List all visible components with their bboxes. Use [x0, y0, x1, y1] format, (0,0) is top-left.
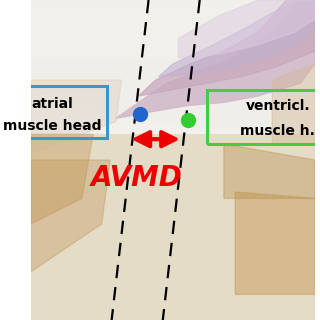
Polygon shape — [158, 0, 315, 77]
Polygon shape — [235, 192, 315, 294]
Polygon shape — [116, 0, 315, 118]
Text: ventricl.: ventricl. — [245, 99, 310, 113]
Polygon shape — [139, 0, 315, 96]
Bar — [31, 0, 315, 58]
Bar — [0, 86, 108, 138]
Polygon shape — [224, 144, 315, 198]
Polygon shape — [31, 134, 93, 224]
Polygon shape — [31, 80, 122, 154]
Polygon shape — [31, 160, 110, 272]
Polygon shape — [31, 0, 315, 128]
Text: muscle head: muscle head — [3, 119, 101, 133]
Text: atrial: atrial — [31, 97, 73, 111]
Bar — [207, 90, 320, 144]
Text: muscle h.: muscle h. — [240, 124, 315, 138]
Polygon shape — [179, 0, 315, 58]
Text: AVMD: AVMD — [90, 164, 182, 192]
Bar — [31, 0, 315, 144]
Polygon shape — [272, 64, 315, 144]
Bar — [31, 134, 315, 320]
